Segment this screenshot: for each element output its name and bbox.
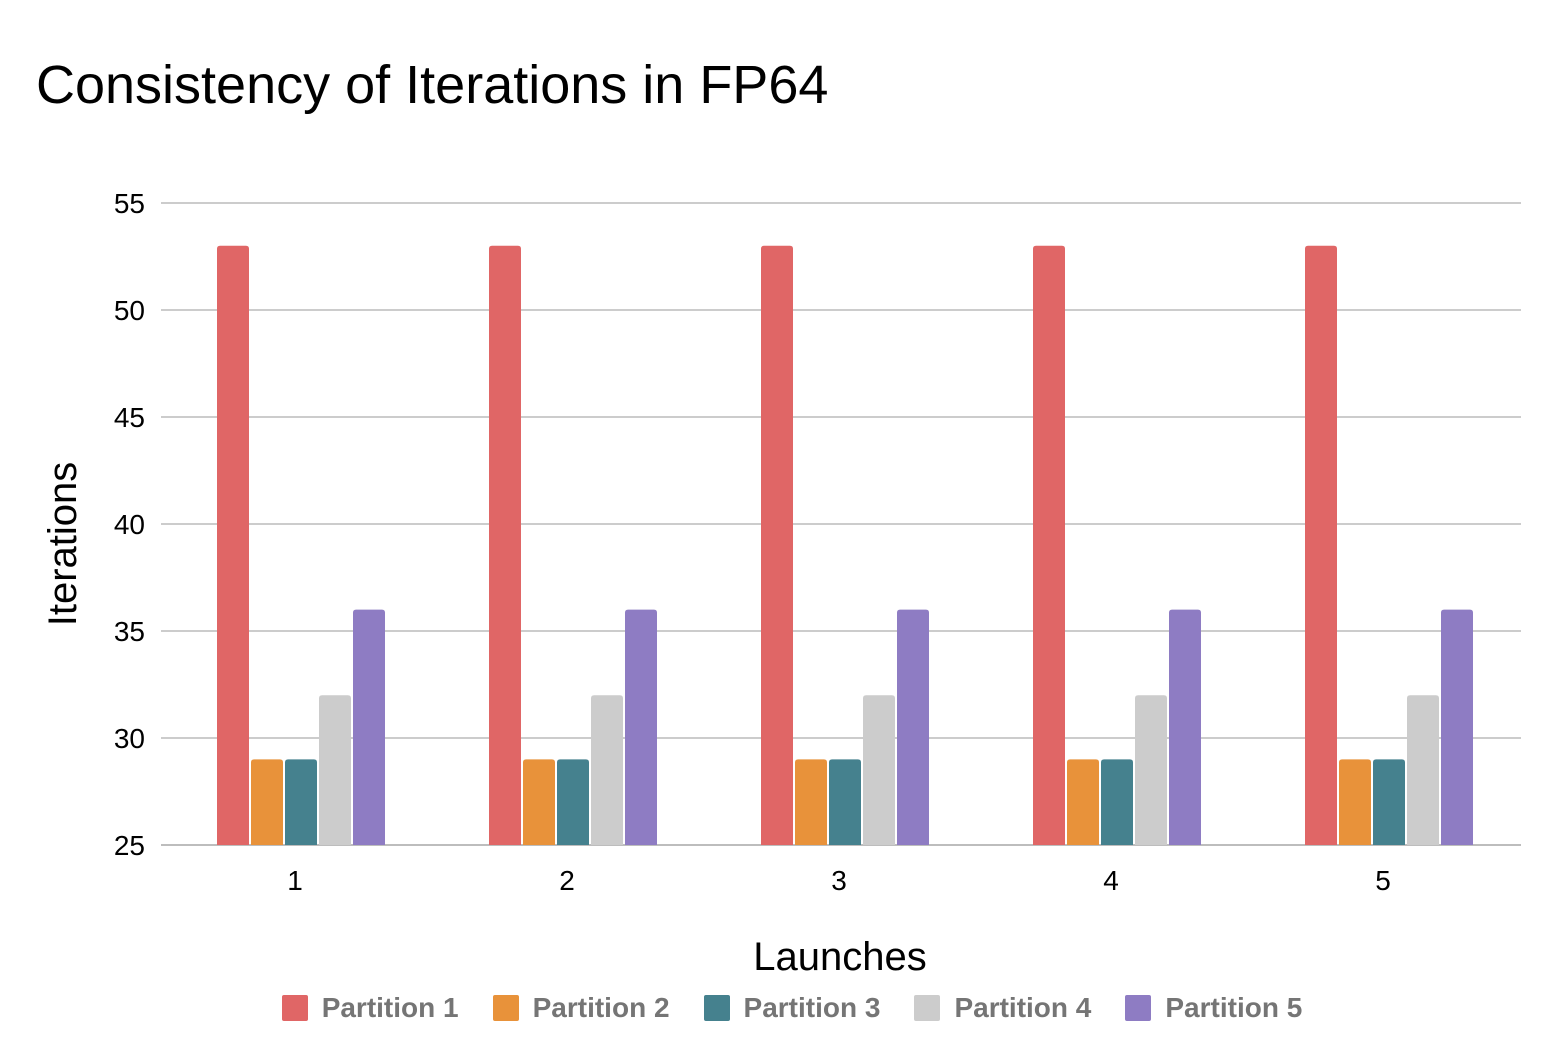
bar-partition-5-launch-5 xyxy=(1441,609,1473,845)
x-tick-label: 3 xyxy=(831,865,847,896)
gridlines xyxy=(161,202,1521,846)
bar-partition-2-launch-3 xyxy=(795,759,827,845)
y-tick-label: 40 xyxy=(114,509,145,540)
bar-partition-1-launch-3 xyxy=(761,245,793,846)
bar-partition-5-launch-2 xyxy=(625,609,657,845)
x-tick-label: 2 xyxy=(559,865,575,896)
y-tick-label: 25 xyxy=(114,830,145,861)
legend-item: Partition 2 xyxy=(492,992,670,1024)
y-tick-label: 35 xyxy=(114,616,145,647)
legend-item: Partition 1 xyxy=(281,992,459,1024)
bar-partition-2-launch-2 xyxy=(523,759,555,845)
bar-partition-1-launch-5 xyxy=(1305,245,1337,846)
y-axis-ticks: 25 30 35 40 45 50 55 xyxy=(114,188,145,861)
x-axis-title: Launches xyxy=(753,935,926,979)
legend-swatch xyxy=(703,995,730,1021)
legend-label: Partition 1 xyxy=(321,992,459,1023)
legend-label: Partition 5 xyxy=(1165,992,1303,1023)
legend-item: Partition 3 xyxy=(703,992,881,1024)
bar-partition-3-launch-1 xyxy=(285,759,317,845)
y-tick-label: 50 xyxy=(114,295,145,326)
x-tick-label: 1 xyxy=(287,865,303,896)
x-axis-ticks: 1 2 3 4 5 xyxy=(287,865,1391,896)
bar-partition-4-launch-2 xyxy=(591,695,623,845)
legend-item: Partition 5 xyxy=(1125,992,1302,1024)
x-tick-label: 5 xyxy=(1375,865,1391,896)
bar-partition-1-launch-1 xyxy=(217,245,249,846)
legend-label: Partition 3 xyxy=(743,992,881,1023)
bar-partition-4-launch-4 xyxy=(1135,695,1167,845)
bar-partition-2-launch-4 xyxy=(1067,759,1099,845)
bar-partition-5-launch-4 xyxy=(1169,609,1201,845)
legend-swatch xyxy=(492,995,519,1021)
chart-title: Consistency of Iterations in FP64 xyxy=(36,55,829,115)
legend-label: Partition 4 xyxy=(954,992,1092,1023)
legend-swatch xyxy=(1125,995,1152,1021)
bar-partition-2-launch-5 xyxy=(1339,759,1371,845)
legend-label: Partition 2 xyxy=(532,992,670,1023)
y-tick-label: 30 xyxy=(114,723,145,754)
bar-partition-5-launch-1 xyxy=(353,609,385,845)
bar-partition-3-launch-3 xyxy=(829,759,861,845)
legend-swatch xyxy=(914,995,941,1021)
bar-partition-1-launch-4 xyxy=(1033,245,1065,846)
legend-item: Partition 4 xyxy=(914,992,1091,1024)
bar-partition-4-launch-3 xyxy=(863,695,895,845)
bar-partition-4-launch-5 xyxy=(1407,695,1439,845)
bar-partition-3-launch-2 xyxy=(557,759,589,845)
y-tick-label: 45 xyxy=(114,402,145,433)
bar-partition-1-launch-2 xyxy=(489,245,521,846)
bar-partition-2-launch-1 xyxy=(251,759,283,845)
legend: Partition 1 Partition 2 Partition 3 Partiti… xyxy=(0,990,1568,1026)
bar-partition-5-launch-3 xyxy=(897,609,929,845)
legend-swatch xyxy=(281,995,308,1021)
bar-partition-3-launch-4 xyxy=(1101,759,1133,845)
y-tick-label: 55 xyxy=(114,188,145,219)
y-axis-title: Iterations xyxy=(41,462,85,627)
bars xyxy=(217,245,1473,846)
x-tick-label: 4 xyxy=(1103,865,1119,896)
bar-partition-3-launch-5 xyxy=(1373,759,1405,845)
bar-partition-4-launch-1 xyxy=(319,695,351,845)
